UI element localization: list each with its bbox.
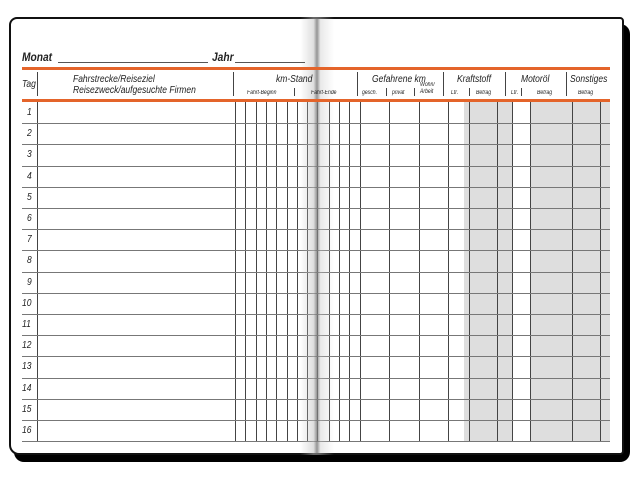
route-cell[interactable] xyxy=(38,272,233,293)
col-fuel-liters: Ltr. xyxy=(451,90,459,96)
col-oil-amount: Betrag xyxy=(537,90,553,96)
col-fuel-amount: Betrag xyxy=(476,90,492,96)
header-divider xyxy=(505,72,506,96)
col-commute: Wohn/ Arbeit xyxy=(420,82,435,95)
col-oil: Motoröl xyxy=(521,74,550,85)
header-divider xyxy=(357,72,358,96)
route-cell[interactable] xyxy=(38,314,233,335)
day-number: 12 xyxy=(22,340,32,352)
col-purpose: Reisezweck/aufgesuchte Firmen xyxy=(73,85,196,96)
col-oil-liters: Ltr. xyxy=(511,90,519,96)
day-number: 9 xyxy=(27,276,32,288)
col-trip-start: Fahrt-Beginn xyxy=(247,90,277,96)
day-number: 8 xyxy=(27,255,32,267)
year-label: Jahr xyxy=(212,50,234,64)
route-cell[interactable] xyxy=(38,250,233,271)
book-spine xyxy=(300,17,334,455)
header-divider xyxy=(37,72,38,96)
route-cell[interactable] xyxy=(38,208,233,229)
route-cell[interactable] xyxy=(38,123,233,144)
day-number: 5 xyxy=(27,191,32,203)
route-cell[interactable] xyxy=(38,335,233,356)
route-cell[interactable] xyxy=(38,420,233,441)
header-divider xyxy=(414,88,415,96)
day-number: 14 xyxy=(22,382,32,394)
day-number: 10 xyxy=(22,297,32,309)
day-number: 4 xyxy=(27,170,32,182)
day-number: 2 xyxy=(27,128,32,140)
col-km-driven: Gefahrene km xyxy=(372,74,426,85)
day-number: 7 xyxy=(27,234,32,246)
route-cell[interactable] xyxy=(38,399,233,420)
month-field[interactable] xyxy=(58,62,208,63)
year-field[interactable] xyxy=(235,62,305,63)
col-trip-end: Fahrt-Ende xyxy=(311,90,337,96)
col-route: Fahrstrecke/Reiseziel xyxy=(73,74,155,85)
col-km-stand: km-Stand xyxy=(276,74,313,85)
col-business: gesch. xyxy=(362,90,378,96)
route-cell[interactable] xyxy=(38,229,233,250)
route-cell[interactable] xyxy=(38,144,233,165)
col-other-amount: Betrag xyxy=(578,90,594,96)
day-number: 3 xyxy=(27,149,32,161)
header-divider xyxy=(294,88,295,96)
day-number: 13 xyxy=(22,361,32,373)
day-number: 6 xyxy=(27,213,32,224)
route-cell[interactable] xyxy=(38,187,233,208)
header-divider xyxy=(233,72,234,96)
header-divider xyxy=(469,88,470,96)
header-divider xyxy=(443,72,444,96)
header-divider xyxy=(566,72,567,96)
route-cell[interactable] xyxy=(38,378,233,399)
header-top-rule xyxy=(22,67,610,70)
route-cell[interactable] xyxy=(38,356,233,377)
col-day: Tag xyxy=(22,79,36,90)
day-number: 1 xyxy=(27,107,32,118)
route-cell[interactable] xyxy=(38,293,233,314)
route-cell[interactable] xyxy=(38,102,233,123)
col-private: privat xyxy=(392,90,405,96)
col-other: Sonstiges xyxy=(570,74,608,85)
day-number: 16 xyxy=(22,425,32,436)
header-divider xyxy=(521,88,522,96)
day-number: 15 xyxy=(22,403,32,415)
header-bottom-rule xyxy=(22,99,610,102)
route-cell[interactable] xyxy=(38,166,233,187)
col-fuel: Kraftstoff xyxy=(457,74,492,85)
day-number: 11 xyxy=(22,319,31,330)
header-divider xyxy=(386,88,387,96)
month-label: Monat xyxy=(22,50,53,64)
